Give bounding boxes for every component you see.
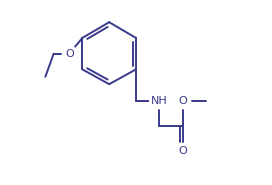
Text: O: O <box>65 49 74 59</box>
Text: O: O <box>179 146 188 156</box>
Text: O: O <box>179 96 188 106</box>
Text: NH: NH <box>151 96 168 106</box>
